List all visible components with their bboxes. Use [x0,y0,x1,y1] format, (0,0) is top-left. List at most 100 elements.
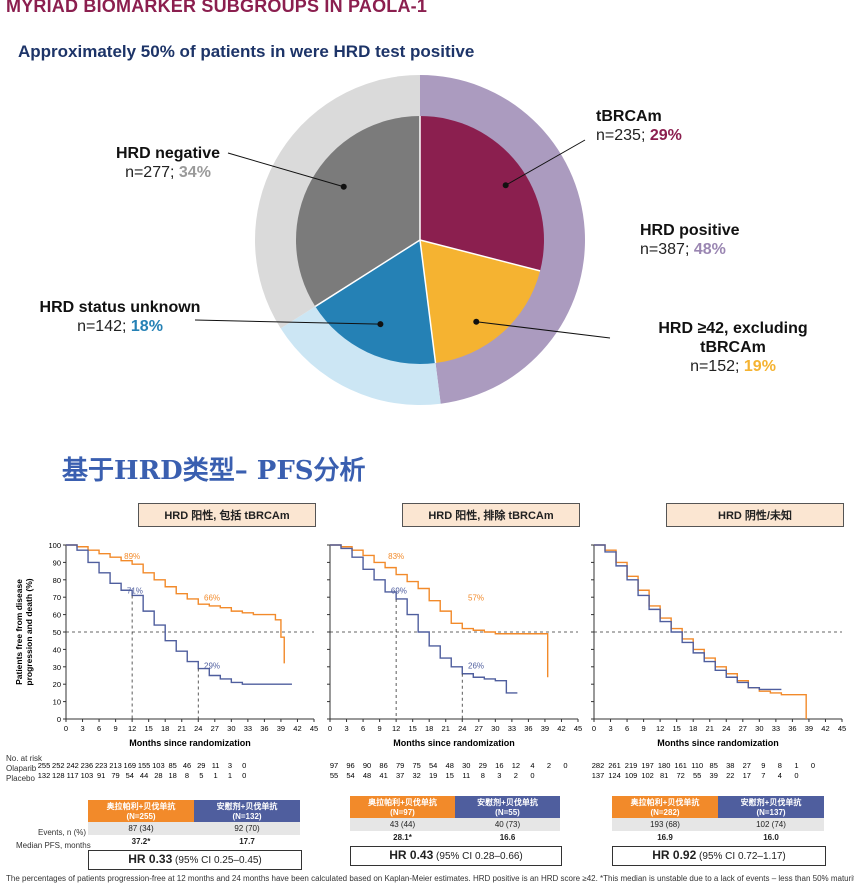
pie-slice-unknown [315,240,436,364]
p1-risk-pla-2: 48 [363,771,371,780]
t3-pla-head2: (N=137) [756,808,786,817]
p0-risk-ola-12: 11 [212,761,220,770]
p2-risk-pla-6: 55 [693,771,701,780]
p1-xtick-label-6: 6 [361,724,365,733]
t2-pla-head2: (N=55) [495,808,520,817]
p1-xtick-label-0: 0 [328,724,332,733]
pie-slice-tbrca [420,116,544,271]
t2-pla-head: 安慰剂+贝伐单抗 (N=55) [455,796,560,818]
p2-risk-ola-11: 8 [778,761,782,770]
t2-ola-head: 奥拉帕利+贝伐单抗 (N=97) [350,796,455,818]
footnote: The percentages of patients progression-… [6,874,854,883]
hrd42-count: n=152; [690,358,740,375]
p2-risk-pla-9: 17 [743,771,751,780]
p0-risk-pla-5: 79 [111,771,119,780]
p0-risk-pla-14: 0 [242,771,246,780]
p2-risk-pla-8: 22 [726,771,734,780]
p0-ytick-label-30: 30 [53,663,61,672]
y-axis-label-1: Patients free from disease [14,579,24,685]
p0-risk-ola-4: 223 [95,761,108,770]
p0-risk-pla-0: 132 [38,771,51,780]
p2-risk-ola-1: 261 [608,761,621,770]
leader-hrd42-dot [473,318,480,325]
page-subtitle: Approximately 50% of patients in were HR… [18,42,475,61]
p2-risk-ola-5: 161 [674,761,687,770]
p2-xtick-label-3: 3 [608,724,612,733]
p1-risk-ola-13: 2 [547,761,551,770]
p1-risk-ola-12: 4 [530,761,534,770]
p2-xtick-label-30: 30 [755,724,763,733]
p0-xtick-label-27: 27 [211,724,219,733]
p0-risk-ola-10: 46 [183,761,191,770]
p1-risk-ola-3: 86 [379,761,387,770]
t1-pla-head: 安慰剂+贝伐单抗 (N=132) [194,800,300,822]
p1-risk-ola-8: 30 [462,761,470,770]
tbrca-name: tBRCAm [596,108,662,125]
risk-label-placebo: Placebo [6,774,35,783]
p1-risk-ola-1: 96 [346,761,354,770]
t1-ola-events: 87 (34) [128,824,154,833]
p1-risk-pla-1: 54 [346,771,354,780]
p2-xtick-label-33: 33 [772,724,780,733]
panel-title-1: HRD 阳性, 包括 tBRCAm [138,503,316,527]
p0-ytick-label-100: 100 [48,541,61,550]
p0-risk-pla-7: 44 [140,771,148,780]
p1-xtick-label-42: 42 [557,724,565,733]
p1-ola-24-label: 57% [468,594,484,603]
risk-numbers: 255 252 242 236 223 213 169 155 103 85 46 29 11 3 0132… [38,761,815,780]
summary-table-2: 奥拉帕利+贝伐单抗 (N=97) 安慰剂+贝伐单抗 (N=55) 43 (44) 40… [350,796,560,844]
unknown-count: n=142; [77,318,127,335]
p1-risk-ola-9: 29 [479,761,487,770]
p2-risk-ola-7: 85 [710,761,718,770]
t1-pla-events: 92 (70) [234,824,260,833]
p2-xtick-label-42: 42 [821,724,829,733]
p1-risk-ola-10: 16 [495,761,503,770]
p2-xtick-label-21: 21 [706,724,714,733]
panel-title-3: HRD 阴性/未知 [666,503,844,527]
p1-risk-pla-12: 0 [530,771,534,780]
leader-negative-dot [340,183,347,190]
p1-xtick-label-24: 24 [458,724,466,733]
unknown-name: HRD status unknown [39,299,201,316]
p1-xtick-label-39: 39 [541,724,549,733]
hrd-positive-name: HRD positive [640,222,740,239]
p0-risk-ola-5: 213 [109,761,122,770]
p1-risk-pla-3: 41 [379,771,387,780]
p0-xtick-label-18: 18 [161,724,169,733]
t3-ola-head1: 奥拉帕利+贝伐单抗 [630,798,700,807]
p0-ytick-label-20: 20 [53,680,61,689]
p0-xtick-label-0: 0 [64,724,68,733]
p1-xtick-label-45: 45 [574,724,582,733]
p2-risk-pla-0: 137 [592,771,605,780]
p2-risk-ola-0: 282 [592,761,605,770]
p1-pla-12-label: 69% [391,587,407,596]
p0-ytick-label-40: 40 [53,645,61,654]
p0-ytick-label-70: 70 [53,593,61,602]
p1-xtick-label-3: 3 [344,724,348,733]
p2-xtick-label-45: 45 [838,724,846,733]
p1-risk-pla-7: 15 [446,771,454,780]
p1-xtick-label-30: 30 [491,724,499,733]
p1-risk-pla-6: 19 [429,771,437,780]
p2-xtick-label-0: 0 [592,724,596,733]
km-curves: Patients free from disease progression an… [14,541,846,748]
hr-3: HR 0.92 [652,848,697,862]
negative-name: HRD negative [115,145,221,162]
p2-xtick-label-18: 18 [689,724,697,733]
negative-count: n=277; [125,164,175,181]
p0-risk-pla-11: 5 [199,771,203,780]
p0-risk-ola-0: 255 [38,761,51,770]
hrd-positive-count: n=387; [640,241,690,258]
ci-2: (95% CI 0.28–0.66) [436,851,523,862]
t1-ola-head2: (N=255) [126,812,156,821]
p2-xtick-label-27: 27 [739,724,747,733]
p0-risk-ola-1: 252 [52,761,65,770]
t2-ola-head1: 奥拉帕利+贝伐单抗 [368,798,437,807]
unknown-pct: 18% [130,318,163,335]
hr-box-1: HR 0.33 (95% CI 0.25–0.45) [88,850,302,870]
slice-divider-2 [419,239,437,364]
p2-risk-pla-11: 4 [778,771,782,780]
p0-pla-12-label: 71% [127,587,143,596]
p0-xtick-label-12: 12 [128,724,136,733]
p1-curve-placebo [330,544,518,694]
